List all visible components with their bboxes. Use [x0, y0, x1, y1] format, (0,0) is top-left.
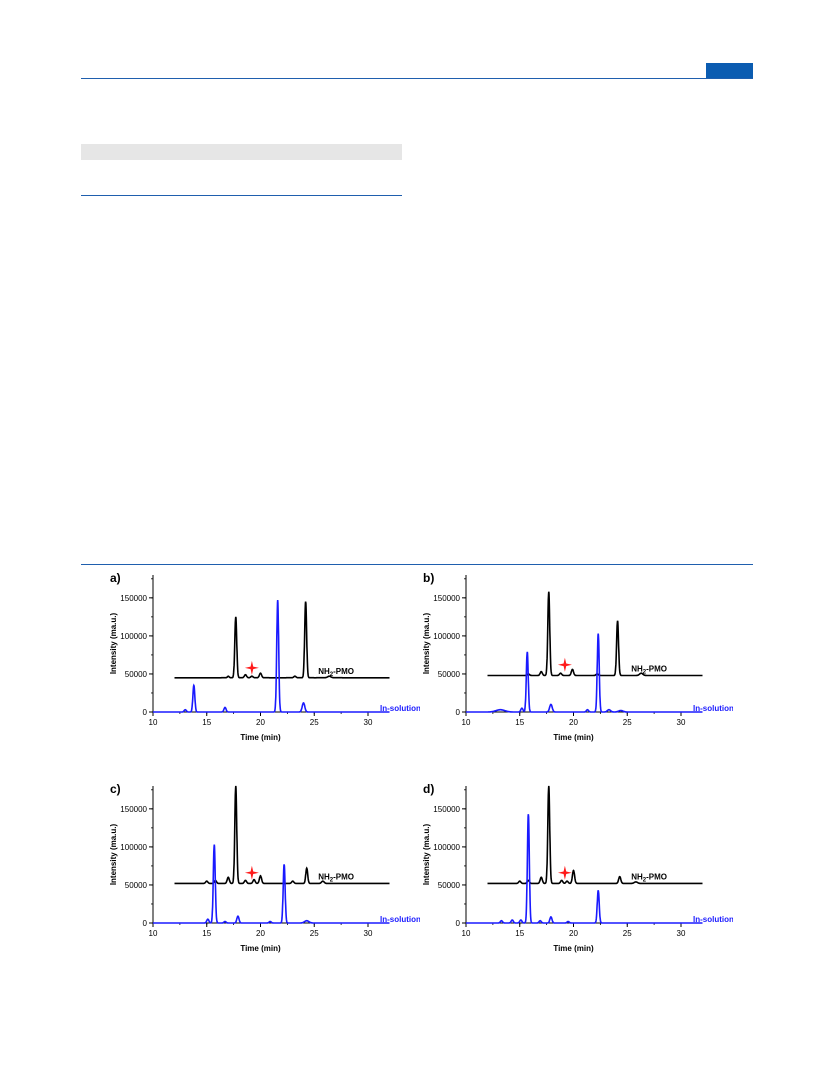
x-tick-label: 15	[515, 718, 524, 727]
section-rule	[81, 195, 402, 196]
x-tick-label: 10	[462, 929, 471, 938]
y-tick-label: 150000	[120, 805, 147, 814]
series-in-solution	[466, 633, 703, 713]
star-marker-icon	[557, 657, 572, 672]
series-in-solution	[153, 600, 390, 713]
x-axis-title: Time (min)	[553, 733, 594, 742]
series-nh2-pmo	[487, 591, 703, 677]
y-tick-label: 0	[143, 708, 148, 717]
y-tick-label: 150000	[433, 805, 460, 814]
series-label-nh2-pmo: NH2-PMO	[631, 664, 667, 675]
y-tick-label: 100000	[120, 843, 147, 852]
x-tick-label: 30	[677, 929, 686, 938]
gray-bar	[81, 144, 402, 160]
x-tick-label: 10	[462, 718, 471, 727]
x-tick-label: 25	[623, 718, 632, 727]
header-tab	[706, 63, 753, 78]
y-tick-label: 100000	[433, 843, 460, 852]
series-in-solution	[466, 814, 703, 924]
chart-panel-d: d) 0 50000 100000 150000 10 15 20 25 30 Time (min)…	[422, 782, 733, 953]
series-nh2-pmo	[174, 785, 390, 885]
y-tick-label: 150000	[120, 594, 147, 603]
y-axis-title: Intensity (ma.u.)	[422, 823, 431, 885]
x-tick-label: 25	[623, 929, 632, 938]
y-tick-label: 50000	[125, 670, 148, 679]
panel-label: d)	[423, 782, 434, 796]
chart-panel-b: b) 0 50000 100000 150000 10 15 20 25 30 Time (min)…	[422, 571, 733, 742]
series-label-nh2-pmo: NH2-PMO	[631, 872, 667, 883]
series-label-in-solution: In-solution	[380, 704, 420, 713]
chart-panel-a: a) 0 50000 100000 150000 10 15 20 25 30 Time (min)…	[109, 571, 420, 742]
figure-rule	[81, 564, 753, 565]
series-label-in-solution: In-solution	[693, 915, 733, 924]
x-axis-title: Time (min)	[240, 733, 281, 742]
y-axis-title: Intensity (ma.u.)	[109, 823, 118, 885]
star-marker-icon	[557, 865, 572, 880]
x-tick-label: 20	[569, 718, 578, 727]
series-label-nh2-pmo: NH2-PMO	[318, 872, 354, 883]
series-nh2-pmo	[487, 785, 703, 885]
y-axis-title: Intensity (ma.u.)	[422, 612, 431, 674]
x-tick-label: 10	[149, 929, 158, 938]
x-tick-label: 15	[202, 718, 211, 727]
x-tick-label: 25	[310, 718, 319, 727]
series-label-nh2-pmo: NH2-PMO	[318, 667, 354, 678]
x-axis-title: Time (min)	[553, 944, 594, 953]
panel-label: a)	[110, 571, 121, 585]
series-in-solution	[153, 844, 390, 924]
x-tick-label: 20	[256, 718, 265, 727]
y-tick-label: 150000	[433, 594, 460, 603]
x-axis-title: Time (min)	[240, 944, 281, 953]
x-tick-label: 10	[149, 718, 158, 727]
y-tick-label: 50000	[438, 881, 461, 890]
header-rule	[81, 78, 753, 79]
y-tick-label: 0	[456, 919, 461, 928]
x-tick-label: 30	[364, 929, 373, 938]
panel-label: c)	[110, 782, 121, 796]
y-tick-label: 100000	[120, 632, 147, 641]
x-tick-label: 20	[256, 929, 265, 938]
panel-label: b)	[423, 571, 434, 585]
x-tick-label: 30	[677, 718, 686, 727]
x-tick-label: 20	[569, 929, 578, 938]
series-label-in-solution: In-solution	[693, 704, 733, 713]
x-tick-label: 15	[515, 929, 524, 938]
y-tick-label: 50000	[438, 670, 461, 679]
y-axis-title: Intensity (ma.u.)	[109, 612, 118, 674]
chart-panel-c: c) 0 50000 100000 150000 10 15 20 25 30 Time (min)…	[109, 782, 420, 953]
y-tick-label: 100000	[433, 632, 460, 641]
y-tick-label: 0	[143, 919, 148, 928]
series-label-in-solution: In-solution	[380, 915, 420, 924]
star-marker-icon	[244, 660, 259, 675]
star-marker-icon	[244, 865, 259, 880]
x-tick-label: 15	[202, 929, 211, 938]
y-tick-label: 0	[456, 708, 461, 717]
y-tick-label: 50000	[125, 881, 148, 890]
x-tick-label: 25	[310, 929, 319, 938]
x-tick-label: 30	[364, 718, 373, 727]
series-nh2-pmo	[174, 601, 390, 679]
